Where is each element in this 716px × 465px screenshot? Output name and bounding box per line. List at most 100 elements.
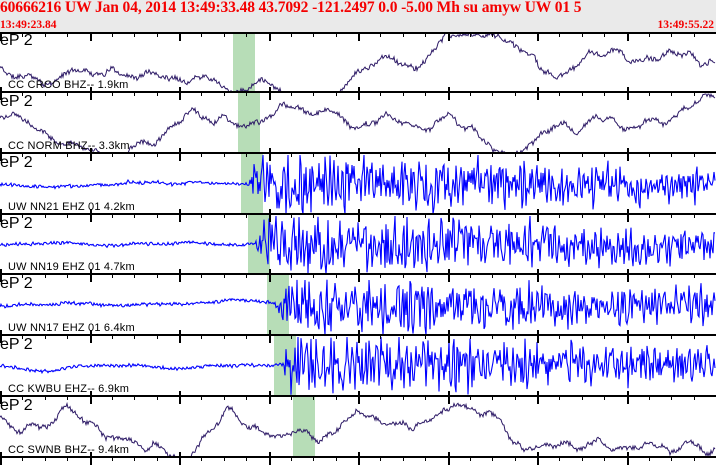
phase-pick[interactable] [0,397,716,458]
axis-tick-minor [671,213,672,218]
axis-tick-minor [246,456,247,461]
axis-tick-major [90,334,92,343]
phase-pick[interactable] [0,93,716,154]
waveform [0,279,716,336]
axis-tick-minor [649,213,650,218]
axis-tick-minor [470,91,471,96]
axis-tick-minor [201,152,202,157]
axis-tick-minor [425,456,426,461]
axis-tick-minor [157,395,158,400]
pick-label[interactable]: eP 2 [0,397,33,414]
axis-tick-minor [112,152,113,157]
axis-tick-major-up [448,330,450,335]
axis-tick-major-up [0,209,2,214]
axis-tick-major-up [269,209,271,214]
axis-tick-major-up [90,148,92,153]
axis-tick-minor [291,32,292,37]
pick-label[interactable]: eP 2 [0,215,33,232]
axis-tick-minor [22,32,23,37]
pick-label[interactable]: eP 2 [0,336,33,353]
axis-tick-minor [45,334,46,339]
trace-panel[interactable]: eP 2 UW NN19 EHZ 01 4.7km [0,215,716,275]
axis-tick-major-up [448,148,450,153]
axis-tick-major [627,273,629,282]
trace-panel[interactable]: eP 2 CC CRCO BHZ-- 1.9km [0,32,716,93]
trace-panel[interactable]: eP 2 CC KWBU EHZ-- 6.9km [0,336,716,397]
axis-tick-minor [157,213,158,218]
axis-tick-minor [380,456,381,461]
axis-tick-major-up [269,269,271,274]
axis-tick-major-up [537,269,539,274]
channel-label: UW NN17 EHZ 01 6.4km [8,322,135,334]
axis-tick-minor [157,334,158,339]
axis-tick-minor [157,456,158,461]
axis-tick-minor [425,273,426,278]
axis-tick-major-up [537,148,539,153]
axis-tick-minor [313,456,314,461]
axis-tick-minor [559,213,560,218]
axis-tick-major [448,273,450,282]
axis-tick-minor [671,334,672,339]
axis-tick-minor [134,395,135,400]
trace-panel[interactable]: eP 2 UW NN21 EHZ 01 4.2km [0,154,716,215]
pick-label[interactable]: eP 2 [0,93,33,110]
axis-tick-major-up [90,452,92,457]
axis-tick-major [179,32,181,41]
axis-tick-minor [22,456,23,461]
axis-tick-major [448,152,450,161]
axis-tick-minor [470,152,471,157]
axis-tick-major-up [627,209,629,214]
axis-tick-major-up [0,391,2,396]
axis-tick-major [358,152,360,161]
axis-tick-major [90,91,92,100]
axis-tick-major-up [269,87,271,92]
axis-tick-major-up [627,452,629,457]
axis-tick-minor [291,395,292,400]
axis-tick-minor [694,213,695,218]
axis-tick-minor [403,32,404,37]
axis-tick-major [537,395,539,404]
axis-tick-minor [425,334,426,339]
axis-tick-major [627,395,629,404]
axis-tick-major [179,213,181,222]
pick-label[interactable]: eP 2 [0,154,33,171]
axis-tick-major [448,456,450,465]
axis-tick-minor [336,395,337,400]
trace-panel[interactable]: eP 2 UW NN17 EHZ 01 6.4km [0,275,716,336]
axis-tick-major-up [537,209,539,214]
axis-tick-minor [403,334,404,339]
axis-tick-minor [470,32,471,37]
pick-label[interactable]: eP 2 [0,275,33,292]
axis-tick-minor [22,395,23,400]
trace-panel[interactable]: eP 2 CC NORM BHZ-- 3.3km [0,93,716,154]
axis-tick-minor [201,213,202,218]
axis-tick-minor [649,334,650,339]
axis-tick-minor [224,273,225,278]
axis-tick-major-up [627,87,629,92]
axis-tick-minor [291,91,292,96]
channel-label: CC CRCO BHZ-- 1.9km [8,79,129,91]
phase-pick[interactable] [0,32,716,93]
axis-tick-minor [201,273,202,278]
axis-tick-minor [67,213,68,218]
axis-tick-major [627,32,629,41]
axis-tick-minor [291,273,292,278]
axis-tick-minor [649,32,650,37]
axis-tick-major-up [0,148,2,153]
axis-tick-minor [246,32,247,37]
axis-tick-major-up [537,452,539,457]
axis-tick-minor [582,334,583,339]
trace-panel[interactable]: eP 2 CC SWNB BHZ-- 9.4km [0,397,716,458]
axis-tick-minor [492,395,493,400]
axis-tick-major-up [448,87,450,92]
trace-stack[interactable]: eP 2 CC CRCO BHZ-- 1.9km eP 2 CC NORM BHZ--… [0,32,716,465]
channel-label: CC SWNB BHZ-- 9.4km [8,444,130,456]
axis-tick-minor [67,334,68,339]
axis-tick-minor [515,91,516,96]
axis-tick-minor [112,213,113,218]
channel-label: CC KWBU EHZ-- 6.9km [8,383,130,395]
pick-label[interactable]: eP 2 [0,32,33,49]
axis-tick-minor [492,334,493,339]
axis-tick-minor [559,152,560,157]
